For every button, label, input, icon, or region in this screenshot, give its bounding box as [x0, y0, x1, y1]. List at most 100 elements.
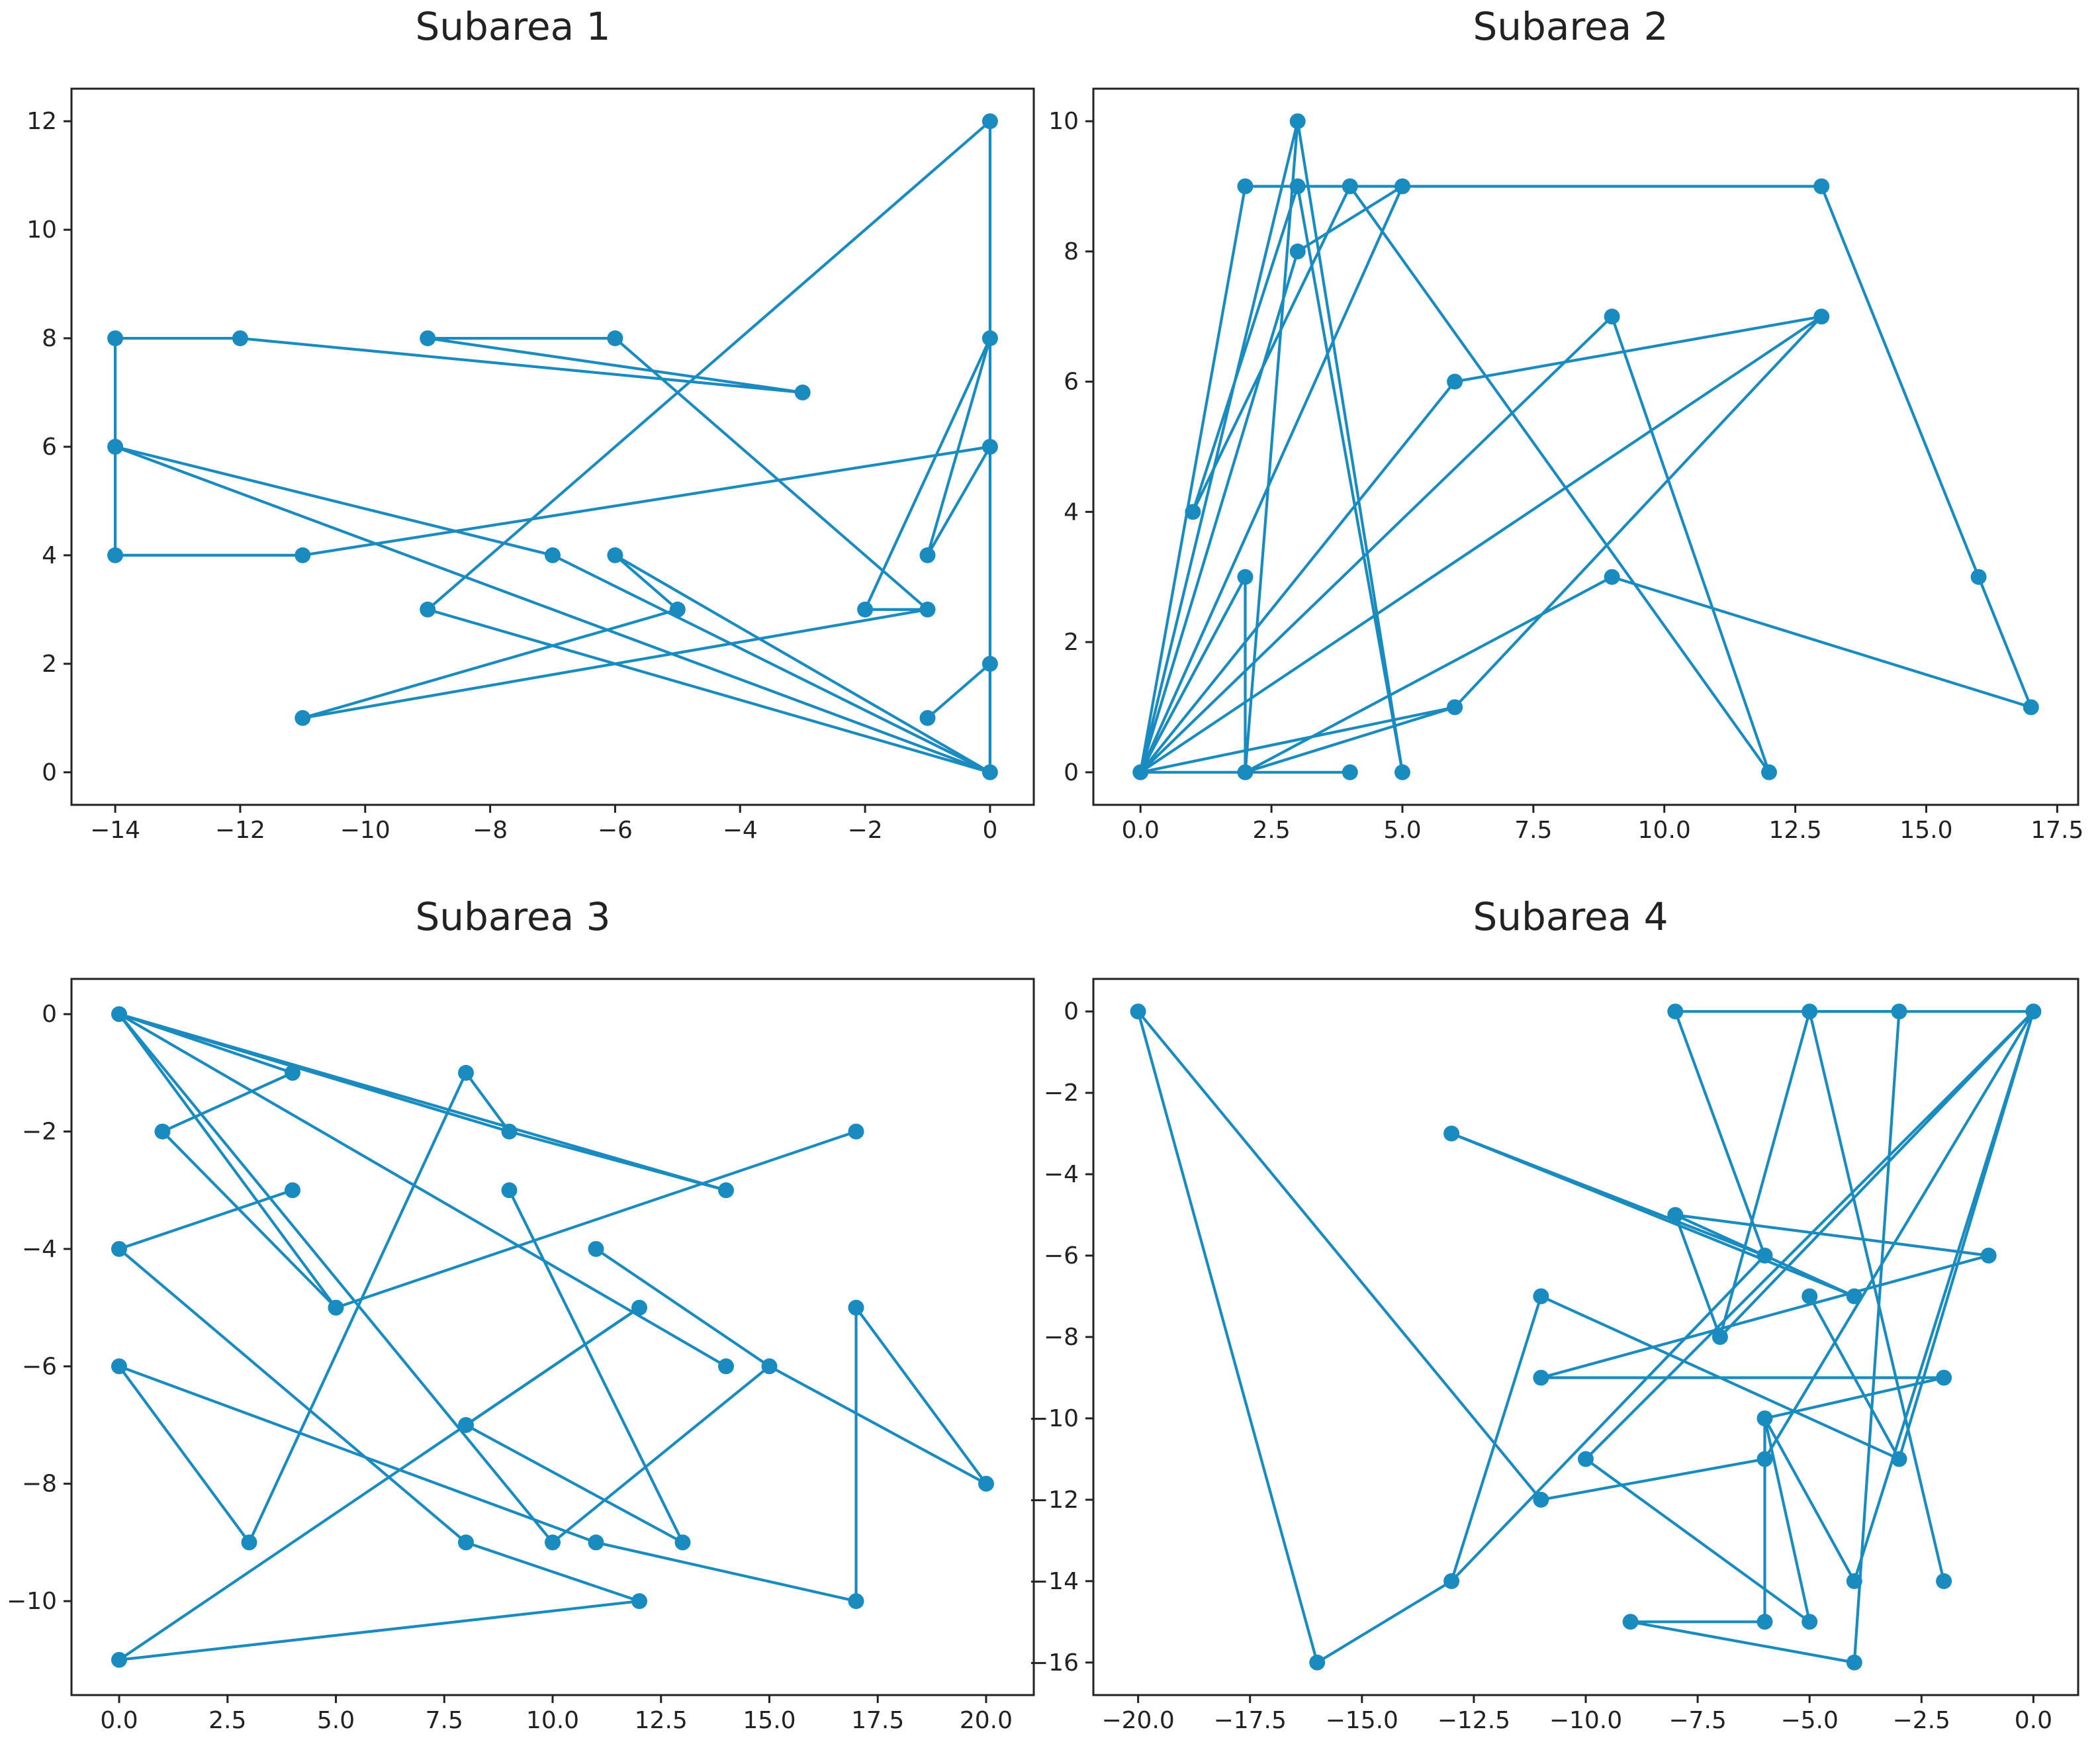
data-point — [631, 1299, 647, 1316]
series-line — [1450, 1010, 1990, 1664]
data-point — [545, 1534, 561, 1551]
data-point — [848, 1593, 864, 1610]
data-point — [545, 547, 561, 563]
x-tick-label: 0.0 — [1122, 817, 1160, 844]
data-point — [607, 330, 623, 347]
data-point — [1761, 764, 1777, 780]
data-point — [154, 1123, 171, 1140]
series-line — [1584, 1010, 2035, 1624]
chart-title: Subarea 3 — [415, 894, 610, 939]
x-tick-label: 5.0 — [317, 1707, 355, 1734]
series-line — [117, 1247, 641, 1661]
data-point — [588, 1241, 604, 1257]
x-tick-label: 17.5 — [851, 1707, 904, 1734]
data-point — [1604, 569, 1620, 585]
series-line — [1136, 1010, 2035, 1501]
y-tick-label: −4 — [22, 1236, 57, 1263]
data-point — [761, 1358, 778, 1375]
y-tick-label: 8 — [42, 325, 57, 352]
data-point — [1980, 1248, 1997, 1264]
data-point — [1394, 764, 1410, 780]
x-tick-label: 2.5 — [1252, 817, 1290, 844]
series-line — [117, 1013, 858, 1309]
data-point — [1447, 699, 1463, 715]
y-tick-label: −8 — [1044, 1324, 1079, 1351]
series-line — [117, 1013, 728, 1368]
data-point — [1443, 1573, 1460, 1589]
marks-subarea-3: 0.0 2.5 5.0 7.5 10.0 12.5 15.0 17.5 20.0 0 −2 −4 −6 −… — [7, 978, 1035, 1734]
data-point — [1891, 1003, 1907, 1020]
data-point — [1813, 308, 1830, 325]
data-point — [1936, 1573, 1952, 1589]
data-point — [1802, 1288, 1818, 1305]
data-point — [1712, 1329, 1728, 1345]
data-point — [1533, 1369, 1549, 1386]
data-point — [631, 1593, 647, 1610]
data-point — [1667, 1003, 1684, 1020]
data-point — [107, 547, 124, 563]
x-tick-label: 7.5 — [426, 1707, 463, 1734]
x-tick-label: −2 — [848, 817, 883, 844]
x-tick-label: 15.0 — [743, 1707, 796, 1734]
x-tick-label: 15.0 — [1899, 817, 1952, 844]
data-point — [107, 330, 124, 347]
x-tick-label: 7.5 — [1514, 817, 1552, 844]
data-point — [919, 601, 936, 618]
y-tick-label: −6 — [22, 1353, 57, 1380]
data-point — [111, 1241, 127, 1257]
x-tick-label: −8 — [473, 817, 508, 844]
data-point — [458, 1534, 474, 1551]
x-tick-label: 10.0 — [526, 1707, 579, 1734]
series-line — [1139, 120, 1823, 774]
series-line — [1808, 1295, 1901, 1461]
x-tick-label: 17.5 — [2031, 817, 2083, 844]
data-point — [1813, 178, 1830, 195]
data-point — [982, 655, 998, 672]
data-point — [295, 710, 311, 726]
y-tick-label: −12 — [1028, 1487, 1079, 1514]
x-tick-label: 12.5 — [635, 1707, 688, 1734]
data-point — [588, 1534, 604, 1551]
data-point — [1447, 373, 1463, 390]
data-point — [982, 330, 998, 347]
data-point — [1757, 1451, 1773, 1467]
y-tick-label: 6 — [1064, 369, 1079, 396]
x-tick-label: −12 — [215, 817, 265, 844]
data-point — [1185, 504, 1201, 520]
y-tick-label: 6 — [42, 434, 57, 461]
data-point — [674, 1534, 691, 1551]
data-point — [1342, 178, 1358, 195]
data-point — [1846, 1288, 1862, 1305]
y-tick-label: 10 — [26, 216, 57, 244]
data-point — [232, 330, 248, 347]
x-tick-label: −17.5 — [1214, 1707, 1287, 1734]
data-point — [1970, 569, 1987, 585]
data-point — [1443, 1125, 1460, 1142]
y-tick-label: 2 — [1064, 629, 1079, 656]
x-tick-label: 0.0 — [100, 1707, 138, 1734]
data-point — [982, 439, 998, 455]
data-point — [1846, 1654, 1862, 1671]
y-tick-label: −10 — [1028, 1405, 1079, 1432]
data-point — [1846, 1573, 1862, 1589]
data-point — [1622, 1614, 1639, 1630]
y-tick-label: −6 — [1044, 1242, 1079, 1269]
series-line — [114, 120, 992, 774]
x-tick-label: 20.0 — [960, 1707, 1013, 1734]
data-point — [1237, 178, 1254, 195]
data-point — [982, 764, 998, 780]
panel-subarea-1: Subarea 1 −14 −12 −10 −8 −6 −4 −2 0 0 2 4 6 8 10 12 — [26, 4, 1035, 844]
data-point — [669, 601, 686, 618]
x-tick-label: 0.0 — [2015, 1707, 2052, 1734]
data-point — [857, 601, 874, 618]
data-point — [794, 385, 811, 400]
data-point — [111, 1006, 127, 1023]
x-tick-label: 0 — [982, 817, 997, 844]
data-point — [2025, 1003, 2042, 1020]
data-point — [1130, 1003, 1146, 1020]
marks-subarea-2: 0.0 2.5 5.0 7.5 10.0 12.5 15.0 17.5 0 2 4 6 8 10 — [1048, 87, 2083, 844]
x-tick-label: −15.0 — [1326, 1707, 1398, 1734]
data-point — [111, 1651, 127, 1668]
plot-frame — [70, 87, 1035, 806]
